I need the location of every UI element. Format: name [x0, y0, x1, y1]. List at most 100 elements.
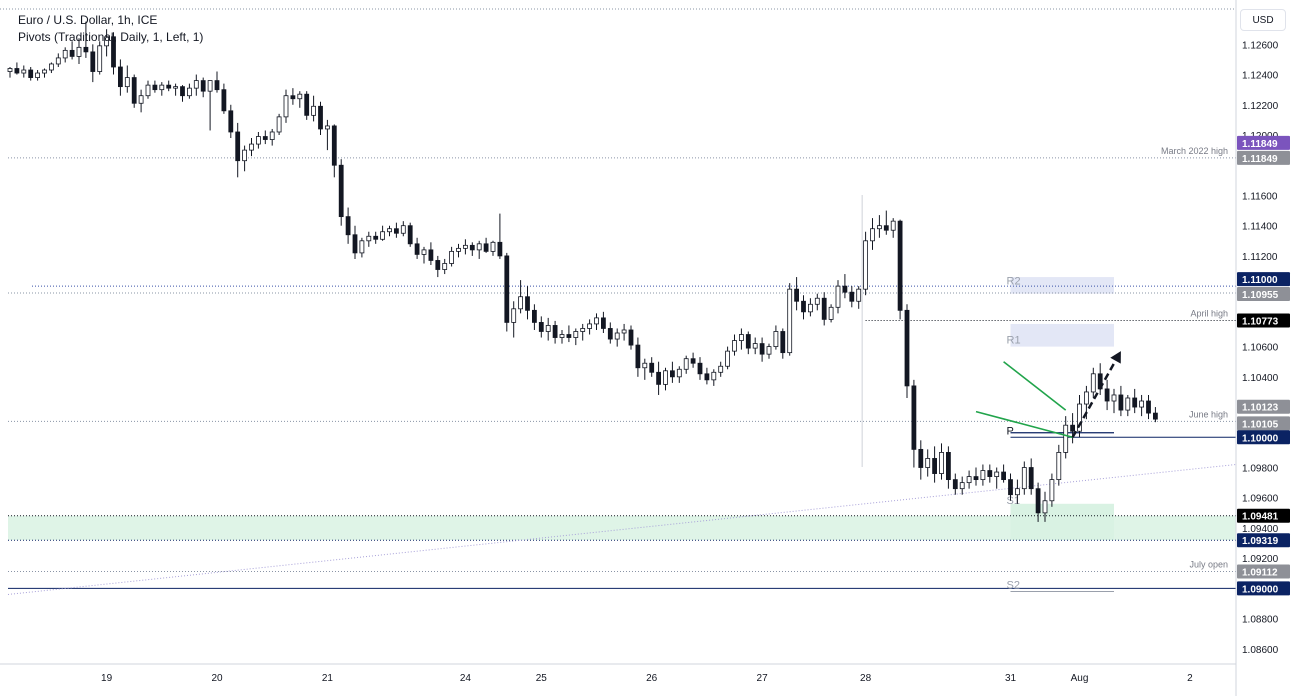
- candle[interactable]: [870, 218, 875, 250]
- candle[interactable]: [200, 77, 206, 98]
- candle[interactable]: [849, 286, 855, 308]
- candle[interactable]: [1077, 394, 1082, 438]
- currency-button[interactable]: USD: [1240, 9, 1286, 31]
- candle[interactable]: [456, 243, 461, 258]
- candle[interactable]: [1001, 464, 1006, 483]
- candle[interactable]: [180, 85, 185, 102]
- candle[interactable]: [759, 337, 765, 362]
- price-label[interactable]: 1.11000: [1237, 272, 1290, 287]
- candle[interactable]: [980, 464, 986, 486]
- candle[interactable]: [1139, 394, 1144, 417]
- candle[interactable]: [835, 280, 841, 314]
- candle[interactable]: [711, 369, 717, 386]
- candle[interactable]: [697, 357, 703, 380]
- candle[interactable]: [890, 218, 896, 238]
- candle[interactable]: [946, 446, 951, 489]
- candle[interactable]: [124, 65, 130, 93]
- candle[interactable]: [1104, 379, 1110, 411]
- candle[interactable]: [283, 89, 289, 123]
- candle[interactable]: [559, 329, 565, 344]
- candle[interactable]: [656, 361, 661, 395]
- candle[interactable]: [676, 366, 682, 383]
- candle[interactable]: [621, 323, 627, 341]
- candle[interactable]: [525, 286, 530, 320]
- candle[interactable]: [994, 467, 1000, 489]
- candle[interactable]: [159, 82, 165, 96]
- candle[interactable]: [787, 283, 793, 356]
- candle[interactable]: [504, 252, 510, 332]
- candle[interactable]: [442, 258, 448, 275]
- candle[interactable]: [338, 159, 344, 226]
- candle[interactable]: [462, 239, 468, 255]
- candle[interactable]: [966, 470, 972, 489]
- candle[interactable]: [1132, 388, 1138, 414]
- candle[interactable]: [69, 41, 75, 60]
- candle[interactable]: [435, 255, 441, 278]
- candle[interactable]: [242, 145, 248, 172]
- candle[interactable]: [290, 88, 296, 105]
- candle[interactable]: [152, 80, 158, 93]
- candle[interactable]: [35, 70, 40, 81]
- candle[interactable]: [1021, 461, 1027, 495]
- candle[interactable]: [311, 95, 317, 122]
- candle[interactable]: [428, 242, 434, 265]
- candle[interactable]: [814, 293, 820, 311]
- candle[interactable]: [1111, 388, 1117, 414]
- candle[interactable]: [732, 334, 737, 356]
- candle[interactable]: [297, 91, 303, 108]
- candle[interactable]: [14, 62, 20, 75]
- candle[interactable]: [670, 361, 675, 383]
- candle[interactable]: [366, 231, 372, 247]
- candle[interactable]: [780, 328, 786, 359]
- price-label[interactable]: 1.09112: [1237, 564, 1290, 579]
- candle[interactable]: [193, 74, 199, 96]
- candle[interactable]: [1008, 473, 1013, 501]
- candle[interactable]: [959, 476, 965, 495]
- candle[interactable]: [821, 292, 827, 326]
- candle[interactable]: [725, 346, 730, 370]
- price-label[interactable]: 1.09319: [1237, 533, 1290, 548]
- candle[interactable]: [387, 225, 392, 237]
- candle[interactable]: [483, 237, 489, 253]
- candle[interactable]: [118, 59, 123, 96]
- candle[interactable]: [532, 304, 537, 330]
- candle[interactable]: [952, 473, 958, 495]
- candle[interactable]: [925, 449, 931, 477]
- candle[interactable]: [587, 319, 592, 335]
- candle[interactable]: [49, 62, 54, 74]
- candle[interactable]: [538, 316, 544, 338]
- candle[interactable]: [76, 38, 82, 64]
- candle[interactable]: [877, 215, 882, 238]
- candle[interactable]: [794, 277, 799, 311]
- candle[interactable]: [856, 286, 862, 309]
- candle[interactable]: [1042, 491, 1048, 522]
- candle[interactable]: [1153, 407, 1158, 423]
- candle[interactable]: [518, 280, 523, 314]
- candles-layer[interactable]: [7, 21, 1158, 522]
- candle[interactable]: [414, 237, 420, 259]
- candle[interactable]: [166, 80, 172, 92]
- candle[interactable]: [614, 328, 620, 347]
- candle[interactable]: [1015, 479, 1020, 504]
- candle[interactable]: [897, 219, 903, 320]
- candle[interactable]: [1028, 458, 1034, 495]
- candle[interactable]: [55, 53, 61, 67]
- candle[interactable]: [690, 352, 696, 368]
- candle[interactable]: [186, 83, 192, 99]
- candle[interactable]: [628, 325, 634, 350]
- candle[interactable]: [635, 337, 641, 377]
- candle[interactable]: [490, 240, 496, 256]
- candle[interactable]: [607, 322, 613, 344]
- candle[interactable]: [449, 246, 455, 267]
- candle[interactable]: [262, 130, 268, 145]
- candle[interactable]: [1035, 482, 1041, 522]
- candle[interactable]: [331, 124, 337, 178]
- candle[interactable]: [83, 21, 89, 58]
- candle[interactable]: [324, 119, 330, 151]
- candle[interactable]: [249, 138, 254, 157]
- candle[interactable]: [131, 74, 137, 108]
- candle[interactable]: [663, 367, 668, 391]
- candle[interactable]: [476, 240, 482, 259]
- candle[interactable]: [352, 225, 358, 259]
- price-label[interactable]: 1.10955: [1237, 286, 1290, 301]
